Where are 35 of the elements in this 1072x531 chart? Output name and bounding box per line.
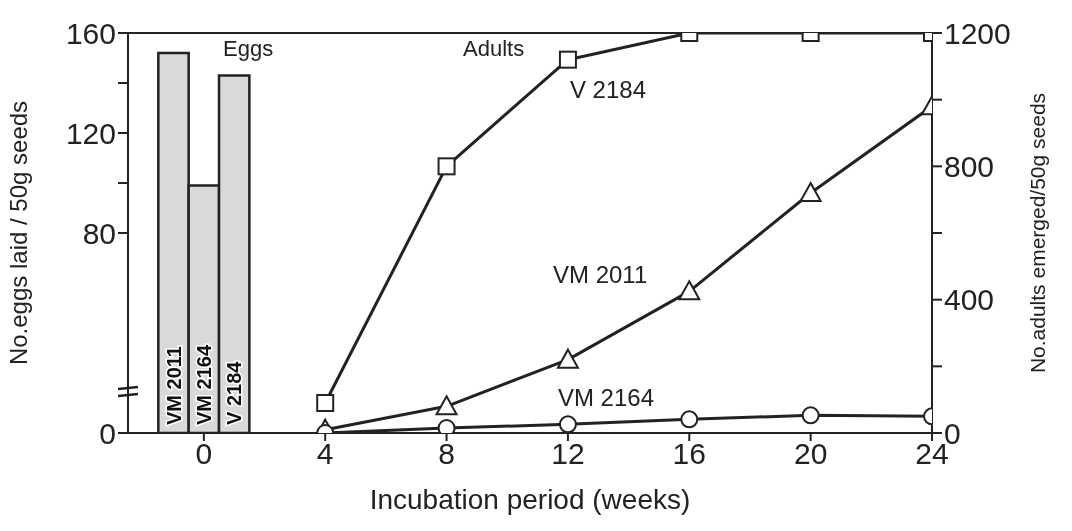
series-label: V 2184	[223, 360, 246, 425]
point	[435, 395, 458, 416]
point	[437, 419, 456, 433]
point	[556, 348, 579, 369]
x-tick-label: 12	[551, 437, 585, 471]
point	[799, 182, 822, 202]
point	[316, 394, 335, 412]
point	[437, 157, 456, 176]
x-tick-label: 0	[195, 437, 213, 471]
point	[680, 410, 699, 429]
series-label: VM 2164	[557, 384, 654, 412]
y-tick-label: 120	[65, 116, 116, 150]
y2-tick-label: 1200	[944, 16, 1011, 50]
y2-axis-title: No.adults emerged/50g seeds	[1026, 92, 1050, 374]
x-tick-label: 16	[672, 437, 706, 471]
point	[801, 406, 820, 425]
annotation: Adults	[463, 36, 525, 62]
y-tick-label: 160	[65, 16, 116, 50]
point	[558, 50, 577, 69]
y-axis-title: No.eggs laid / 50g seeds	[4, 100, 32, 366]
x-tick-label: 20	[793, 437, 828, 471]
series-label: V 2184	[569, 75, 646, 103]
annotation: Eggs	[223, 36, 274, 62]
series-label: VM 2011	[553, 261, 648, 289]
series-label: VM 2164	[192, 344, 215, 425]
y-tick-label: 0	[99, 416, 116, 450]
point	[558, 415, 577, 433]
y2-tick-label: 400	[944, 283, 995, 317]
y2-tick-label: 800	[944, 149, 995, 183]
legend-label: VM 2011	[162, 346, 185, 425]
x-tick-label: 4	[316, 437, 334, 471]
x-axis-title: Incubation period (weeks)	[369, 484, 691, 515]
x-tick-label: 8	[438, 437, 455, 471]
y-tick-label: 80	[82, 216, 116, 250]
point	[678, 280, 701, 301]
